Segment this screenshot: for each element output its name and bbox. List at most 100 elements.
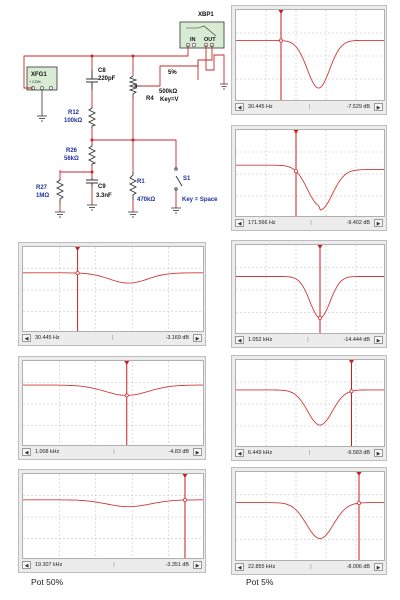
resistor-r26: [87, 144, 97, 166]
bode-plot-3: ◀ 30.445 Hz | -3.169 dB ▶: [18, 242, 206, 346]
frequency-readout: 19.307 kHz: [35, 561, 63, 568]
cursor-left-arrow-icon[interactable]: ◀: [22, 333, 31, 342]
readout-bar: ◀ 30.445 Hz | -3.169 dB ▶: [22, 333, 202, 342]
cursor-right-arrow-icon[interactable]: ▶: [193, 447, 202, 456]
readout: 171.566 Hz | -9.402 dB: [244, 220, 374, 226]
r12-name: R12: [68, 110, 80, 116]
resistor-r27: [55, 178, 65, 204]
bode-plot-5: ◀ 1.008 kHz | -4.83 dB ▶: [18, 356, 206, 460]
plot-area[interactable]: [22, 473, 204, 559]
readout-bar: ◀ 1.008 kHz | -4.83 dB ▶: [22, 447, 202, 456]
c8-value: 220pF: [98, 76, 116, 82]
plot-area[interactable]: [235, 129, 385, 217]
resistor-r12: [87, 106, 97, 128]
cursor-handle[interactable]: [124, 361, 130, 365]
magnitude-curve: [23, 499, 203, 508]
xfg-pins: + COM -: [29, 80, 43, 84]
cursor-marker: [357, 501, 362, 506]
cursor-left-arrow-icon[interactable]: ◀: [235, 102, 244, 111]
magnitude-curve: [236, 39, 384, 89]
readout-bar: ◀ 30.445 Hz | -7.529 dB ▶: [235, 102, 383, 111]
cursor-right-arrow-icon[interactable]: ▶: [374, 448, 383, 457]
plot-area[interactable]: [22, 246, 204, 332]
cursor-left-arrow-icon[interactable]: ◀: [22, 447, 31, 456]
cursor-handle[interactable]: [182, 474, 188, 478]
readout-bar: ◀ 6.449 kHz | -9.583 dB ▶: [235, 448, 383, 457]
plot-area[interactable]: [235, 359, 385, 447]
cursor-marker: [124, 393, 129, 398]
readout-divider: |: [310, 563, 312, 570]
r4-name: R4: [146, 96, 154, 102]
plot-area[interactable]: [235, 244, 385, 334]
r27-name: R27: [36, 185, 48, 191]
plot-area[interactable]: [235, 9, 385, 101]
plot-svg: [236, 472, 384, 560]
s1-name: S1: [183, 176, 191, 182]
cursor-left-arrow-icon[interactable]: ◀: [235, 218, 244, 227]
gain-readout: -9.583 dB: [346, 449, 370, 456]
r26-name: R26: [66, 148, 78, 154]
cursor-marker: [349, 389, 354, 394]
r4-key: Key=V: [160, 97, 179, 103]
plot-area[interactable]: [22, 360, 204, 446]
switch-s1[interactable]: [174, 167, 183, 191]
cursor-marker: [75, 271, 80, 276]
cursor-right-arrow-icon[interactable]: ▶: [374, 335, 383, 344]
magnitude-curve: [236, 502, 384, 540]
bode-plot-7: ◀ 19.307 kHz | -3.351 dB ▶: [18, 469, 206, 573]
cursor-handle[interactable]: [75, 247, 81, 251]
cursor-handle[interactable]: [278, 10, 284, 14]
cursor-handle[interactable]: [356, 472, 362, 476]
readout-bar: ◀ 1.052 kHz | -14.444 dB ▶: [235, 335, 383, 344]
readout-divider: |: [310, 219, 312, 226]
cursor-right-arrow-icon[interactable]: ▶: [193, 560, 202, 569]
magnitude-curve: [23, 384, 203, 396]
plot-svg: [23, 361, 203, 445]
cursor-handle[interactable]: [317, 245, 323, 249]
readout: 1.052 kHz | -14.444 dB: [244, 337, 374, 343]
gain-readout: -7.529 dB: [346, 103, 370, 110]
r12-value: 100kΩ: [64, 118, 82, 124]
readout-bar: ◀ 171.566 Hz | -9.402 dB ▶: [235, 218, 383, 227]
capacitor-c9: [86, 178, 98, 186]
readout: 19.307 kHz | -3.351 dB: [31, 562, 193, 568]
bode-plot-2: ◀ 171.566 Hz | -9.402 dB ▶: [231, 125, 387, 231]
readout: 30.445 Hz | -3.169 dB: [31, 335, 193, 341]
cursor-left-arrow-icon[interactable]: ◀: [22, 560, 31, 569]
readout-divider: |: [308, 103, 311, 110]
cursor-right-arrow-icon[interactable]: ▶: [374, 102, 383, 111]
readout: 30.445 Hz | -7.529 dB: [244, 104, 374, 110]
cursor-left-arrow-icon[interactable]: ◀: [235, 335, 244, 344]
cursor-marker: [318, 315, 323, 320]
frequency-readout: 6.449 kHz: [248, 449, 273, 456]
xbp-in: IN: [190, 37, 196, 43]
gain-readout: -3.351 dB: [165, 561, 189, 568]
cursor-right-arrow-icon[interactable]: ▶: [374, 218, 383, 227]
cursor-left-arrow-icon[interactable]: ◀: [235, 448, 244, 457]
r4-value: 500kΩ: [159, 89, 177, 95]
gain-readout: -14.444 dB: [343, 336, 370, 343]
caption-pot-5: Pot 5%: [246, 577, 274, 587]
c9-name: C9: [98, 184, 106, 190]
cursor-left-arrow-icon[interactable]: ◀: [235, 562, 244, 571]
readout: 1.008 kHz | -4.83 dB: [31, 449, 193, 455]
s1-key: Key = Space: [182, 197, 218, 203]
cursor-right-arrow-icon[interactable]: ▶: [374, 562, 383, 571]
cursor-marker: [294, 169, 299, 174]
xfg-name: XFG1: [31, 72, 47, 78]
readout-divider: |: [111, 334, 114, 341]
cursor-handle[interactable]: [293, 130, 299, 134]
readout-divider: |: [113, 561, 115, 568]
frequency-readout: 30.445 Hz: [35, 334, 60, 341]
plot-area[interactable]: [235, 471, 385, 561]
plot-svg: [23, 247, 203, 331]
potentiometer-r4[interactable]: [128, 75, 138, 98]
magnitude-curve: [236, 164, 384, 211]
cursor-handle[interactable]: [349, 360, 354, 364]
readout: 6.449 kHz | -9.583 dB: [244, 450, 374, 456]
plot-svg: [236, 360, 384, 446]
cursor-right-arrow-icon[interactable]: ▶: [193, 333, 202, 342]
bode-plot-8: ◀ 22.855 kHz | -8.006 dB ▶: [231, 467, 387, 575]
c8-name: C8: [98, 68, 106, 74]
plot-svg: [23, 474, 203, 558]
